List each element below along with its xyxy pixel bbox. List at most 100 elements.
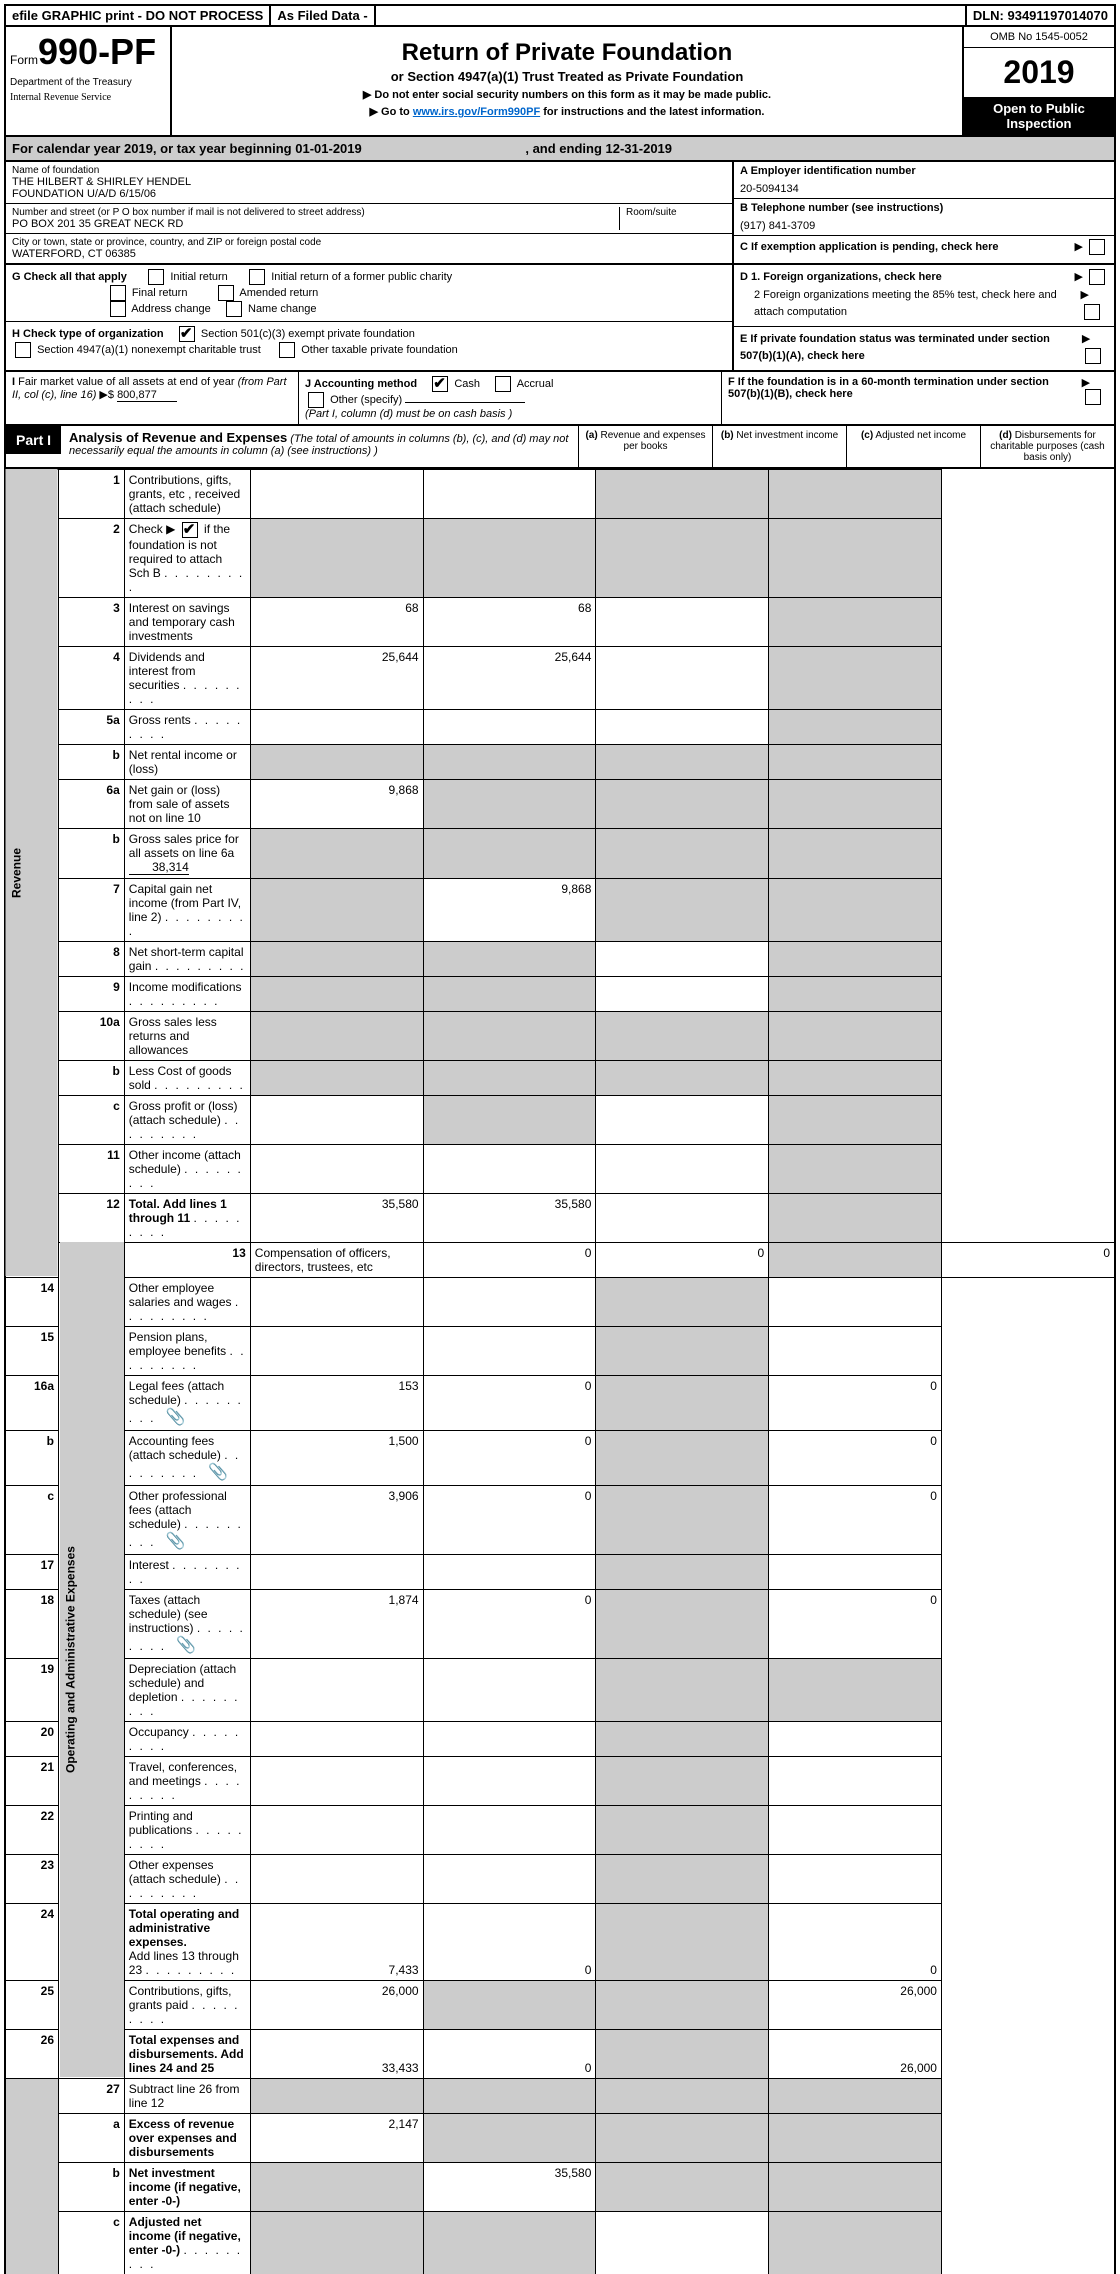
j-label: J Accounting method [305, 378, 417, 390]
line-7-b: 9,868 [423, 878, 596, 941]
line-11-desc: Other income (attach schedule) [124, 1144, 250, 1193]
city-label: City or town, state or province, country… [12, 237, 726, 248]
line-num-6a: 6a [59, 779, 125, 828]
d2-checkbox[interactable] [1084, 304, 1100, 320]
line-22-desc: Printing and publications [124, 1805, 250, 1854]
g-content: G Check all that apply Initial return In… [6, 265, 732, 321]
dln-label: DLN: [973, 8, 1004, 23]
city-value: WATERFORD, CT 06385 [12, 248, 726, 260]
e-checkbox[interactable] [1085, 348, 1101, 364]
part1-header: Part I Analysis of Revenue and Expenses … [4, 426, 1116, 469]
col-d-head: (d) Disbursements for charitable purpose… [980, 426, 1114, 467]
line-23-text: Other expenses (attach schedule) [129, 1858, 221, 1886]
line-27-desc: Subtract line 26 from line 12 [124, 2078, 250, 2113]
line-19-desc: Depreciation (attach schedule) and deple… [124, 1658, 250, 1721]
line-3-desc: Interest on savings and temporary cash i… [124, 597, 250, 646]
line-num-25: 25 [5, 1980, 59, 2029]
line-18-text: Taxes (attach schedule) (see instruction… [129, 1593, 208, 1635]
line-25-d: 26,000 [769, 1980, 942, 2029]
header-middle: Return of Private Foundation or Section … [172, 27, 962, 135]
line-13-desc: Compensation of officers, directors, tru… [250, 1242, 423, 1277]
form-number-big: 990-PF [38, 31, 156, 72]
line-13-d: 0 [941, 1242, 1115, 1277]
i-value: 800,877 [117, 389, 177, 402]
line-num-8: 8 [59, 941, 125, 976]
g-final-checkbox[interactable] [110, 285, 126, 301]
h-501c3-checkbox[interactable] [179, 326, 195, 342]
line-4-desc: Dividends and interest from securities [124, 646, 250, 709]
g-address-checkbox[interactable] [110, 301, 126, 317]
attach-icon-16b[interactable]: 📎 [208, 1464, 228, 1481]
phone-label: B Telephone number (see instructions) [740, 202, 1108, 214]
line-24-a: 7,433 [250, 1903, 423, 1980]
line-num-15: 15 [5, 1326, 59, 1375]
line-18-d: 0 [769, 1589, 942, 1658]
g-label: G Check all that apply [12, 271, 127, 283]
g-initial-former-checkbox[interactable] [249, 269, 265, 285]
col-c-head: (c) Adjusted net income [846, 426, 980, 467]
line-6b-desc: Gross sales price for all assets on line… [124, 828, 250, 878]
attach-icon-18[interactable]: 📎 [176, 1637, 196, 1654]
phone-value: (917) 841-3709 [740, 214, 1108, 232]
line-num-9: 9 [59, 976, 125, 1011]
line-num-26: 26 [5, 2029, 59, 2078]
h-4947-checkbox[interactable] [15, 342, 31, 358]
line-num-27c: c [59, 2211, 125, 2274]
col-c-text: Adjusted net income [875, 430, 966, 441]
irs-link[interactable]: www.irs.gov/Form990PF [413, 106, 540, 118]
name-cell: Name of foundation THE HILBERT & SHIRLEY… [6, 162, 732, 204]
line-12-b: 35,580 [423, 1193, 596, 1242]
line-24-b: 0 [423, 1903, 596, 1980]
line-24-d: 0 [769, 1903, 942, 1980]
j-accrual: Accrual [517, 378, 554, 390]
goto-note: ▶ Go to www.irs.gov/Form990PF for instru… [178, 105, 956, 118]
i-label-pre: I [12, 376, 15, 388]
info-right: A Employer identification number 20-5094… [732, 162, 1114, 263]
line-18-b: 0 [423, 1589, 596, 1658]
header-right: OMB No 1545-0052 2019 Open to Public Ins… [962, 27, 1114, 135]
calyear-mid: , and ending [522, 141, 606, 156]
i-cell: I Fair market value of all assets at end… [6, 372, 299, 424]
g-opt-initial: Initial return [170, 271, 227, 283]
top-spacer [376, 6, 967, 25]
line-num-3: 3 [59, 597, 125, 646]
line-2-checkbox[interactable] [182, 522, 198, 538]
phone-cell: B Telephone number (see instructions) (9… [734, 199, 1114, 236]
line-num-20: 20 [5, 1721, 59, 1756]
attach-icon-16a[interactable]: 📎 [165, 1409, 185, 1426]
line-14-text: Other employee salaries and wages [129, 1281, 232, 1309]
j-other-line [405, 402, 525, 403]
j-cash-checkbox[interactable] [432, 376, 448, 392]
line-num-24: 24 [5, 1903, 59, 1980]
calyear-end: 12-31-2019 [606, 141, 673, 156]
j-other-checkbox[interactable] [308, 392, 324, 408]
line-num-12: 12 [59, 1193, 125, 1242]
line-15-desc: Pension plans, employee benefits [124, 1326, 250, 1375]
f-checkbox[interactable] [1085, 389, 1101, 405]
col-a-head: (a) Revenue and expenses per books [578, 426, 712, 467]
line-13-a: 0 [423, 1242, 596, 1277]
line-num-14: 14 [5, 1277, 59, 1326]
g-name-checkbox[interactable] [226, 301, 242, 317]
g-amended-checkbox[interactable] [218, 285, 234, 301]
line-num-10c: c [59, 1095, 125, 1144]
h-other-checkbox[interactable] [279, 342, 295, 358]
line-num-13: 13 [124, 1242, 250, 1277]
info-grid: Name of foundation THE HILBERT & SHIRLEY… [4, 162, 1116, 265]
j-accrual-checkbox[interactable] [495, 376, 511, 392]
tax-year: 2019 [964, 48, 1114, 97]
d1-checkbox[interactable] [1089, 269, 1105, 285]
line-21-desc: Travel, conferences, and meetings [124, 1756, 250, 1805]
line-num-4: 4 [59, 646, 125, 709]
exemption-checkbox[interactable] [1089, 239, 1105, 255]
line-16b-d: 0 [769, 1430, 942, 1485]
g-initial-checkbox[interactable] [148, 269, 164, 285]
col-a-text: Revenue and expenses per books [600, 430, 705, 452]
form-word: Form [10, 53, 38, 67]
line-12-desc: Total. Add lines 1 through 11 [124, 1193, 250, 1242]
ein-cell: A Employer identification number 20-5094… [734, 162, 1114, 199]
j-other: Other (specify) [330, 394, 402, 406]
part1-table: Revenue 1 Contributions, gifts, grants, … [4, 469, 1116, 2274]
attach-icon-16c[interactable]: 📎 [165, 1533, 185, 1550]
line-num-7: 7 [59, 878, 125, 941]
